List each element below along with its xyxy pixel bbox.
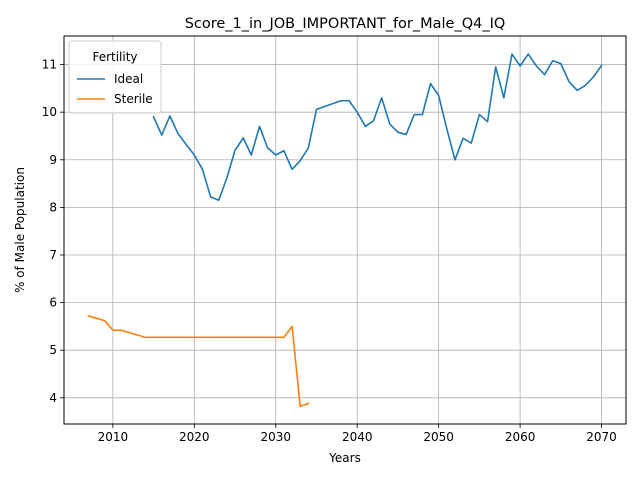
- legend-box: [68, 40, 162, 114]
- x-tick-label: 2050: [423, 430, 454, 444]
- y-tick-label: 8: [49, 200, 57, 214]
- y-tick-label: 9: [49, 153, 57, 167]
- series-line-sterile: [87, 314, 310, 408]
- y-tick-label: 6: [49, 296, 57, 310]
- series-line-ideal: [152, 53, 603, 202]
- x-tick-label: 2020: [179, 430, 210, 444]
- y-tick-label: 4: [49, 391, 57, 405]
- legend: Fertility Ideal Sterile: [68, 40, 162, 114]
- legend-label-sterile: Sterile: [114, 92, 153, 106]
- x-tick-label: 2060: [505, 430, 536, 444]
- legend-label-ideal: Ideal: [114, 72, 143, 86]
- chart-title: Score_1_in_JOB_IMPORTANT_for_Male_Q4_IQ: [185, 16, 506, 32]
- legend-title: Fertility: [92, 50, 137, 64]
- plot-frame: [63, 35, 627, 425]
- axis-ticks: 2010 2020 2030 2040 2050 2060 2070 4 5 6 7 8 9 10 11: [42, 58, 617, 444]
- x-tick-label: 2040: [342, 430, 373, 444]
- y-tick-label: 10: [42, 105, 57, 119]
- x-tick-label: 2070: [586, 430, 617, 444]
- x-tick-label: 2010: [98, 430, 129, 444]
- x-tick-label: 2030: [260, 430, 291, 444]
- x-axis-label: Years: [328, 451, 361, 465]
- y-tick-label: 11: [42, 58, 57, 72]
- grid-lines: [64, 36, 626, 424]
- series-lines: [87, 53, 603, 408]
- y-axis-label: % of Male Population: [13, 167, 27, 293]
- y-tick-label: 5: [49, 343, 57, 357]
- y-tick-label: 7: [49, 248, 57, 262]
